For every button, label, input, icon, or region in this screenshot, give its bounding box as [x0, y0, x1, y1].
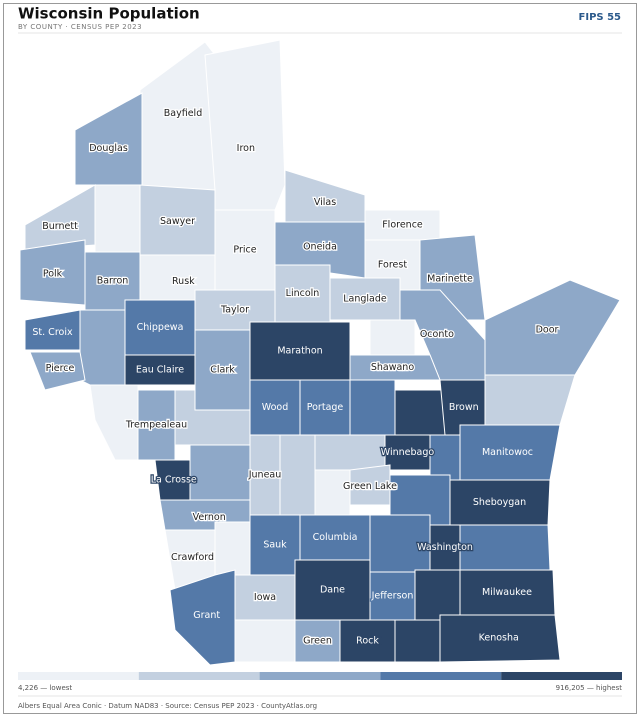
subtitle: BY COUNTY · CENSUS PEP 2023	[18, 23, 142, 31]
county-label: Iowa	[254, 592, 276, 603]
county-label: Kenosha	[479, 633, 519, 644]
county-label: Milwaukee	[482, 587, 532, 598]
county-label: Washington	[417, 542, 473, 553]
county-label: Winnebago	[381, 447, 435, 458]
county-label: Green Lake	[343, 481, 397, 492]
county	[89, 384, 139, 461]
county-label: Florence	[382, 220, 423, 231]
county-label: Jefferson	[371, 591, 414, 602]
county	[189, 444, 251, 501]
county-label: Pierce	[46, 363, 75, 374]
county-label: Marathon	[277, 346, 322, 357]
county-label: Eau Claire	[136, 365, 184, 376]
county-label: Vernon	[193, 512, 226, 523]
county-label: Taylor	[220, 305, 249, 316]
county-label: St. Croix	[32, 327, 73, 338]
county	[439, 614, 561, 663]
county	[279, 434, 316, 516]
legend-swatch	[259, 672, 381, 680]
legend-low: 4,226 — lowest	[18, 684, 72, 692]
county-label: Green	[303, 636, 332, 647]
footer: Albers Equal Area Conic · Datum NAD83 · …	[18, 702, 317, 710]
legend	[18, 672, 622, 680]
county-label: Bayfield	[164, 108, 202, 119]
county	[29, 351, 86, 391]
county-label: Door	[536, 325, 559, 336]
legend-swatch	[18, 672, 139, 680]
county-label: La Crosse	[151, 475, 197, 486]
county	[214, 521, 251, 576]
county-label: Sheboygan	[473, 497, 526, 508]
county-label: Langlade	[343, 294, 387, 305]
fips-badge: FIPS 55	[579, 12, 622, 23]
legend-swatch	[501, 672, 622, 680]
county-label: Oneida	[303, 241, 337, 252]
county	[394, 389, 446, 436]
county-label: Crawford	[171, 552, 214, 563]
county-label: Rusk	[172, 276, 195, 287]
county	[369, 319, 416, 356]
county	[314, 469, 351, 516]
legend-swatch	[138, 672, 260, 680]
county	[94, 184, 141, 256]
county-label: Trempealeau	[125, 420, 187, 431]
county-label: Iron	[237, 143, 255, 154]
county-label: Burnett	[42, 221, 78, 232]
county	[394, 619, 441, 663]
county-label: Chippewa	[137, 322, 184, 333]
county-label: Barron	[97, 276, 129, 287]
legend-high: 916,205 — highest	[556, 684, 623, 692]
county	[414, 569, 461, 621]
county	[429, 434, 461, 481]
frame	[3, 3, 637, 714]
county	[204, 39, 286, 211]
county-label: Shawano	[371, 362, 414, 373]
county	[349, 379, 396, 436]
county	[459, 524, 551, 571]
county-label: Wood	[262, 402, 289, 413]
county-label: Portage	[307, 402, 344, 413]
county	[74, 92, 143, 186]
county-label: Sawyer	[160, 216, 195, 227]
county-label: Manitowoc	[482, 447, 533, 458]
county-labels: Bayfield Douglas Iron Vilas Florence Forest Ma…	[31, 107, 560, 648]
county-label: Price	[233, 245, 256, 256]
county-label: Douglas	[89, 143, 128, 154]
county	[314, 434, 386, 471]
county-label: Clark	[210, 365, 235, 376]
county-label: Oconto	[420, 329, 454, 340]
county-label: Forest	[378, 260, 407, 271]
legend-swatch	[380, 672, 502, 680]
county-label: Dane	[320, 585, 345, 596]
county-label: Rock	[356, 636, 379, 647]
counties	[19, 39, 621, 666]
county	[234, 619, 296, 663]
county-label: Grant	[193, 610, 220, 621]
county	[79, 309, 126, 386]
county-label: Lincoln	[286, 288, 320, 299]
county-label: Sauk	[263, 540, 287, 551]
county-label: Brown	[449, 402, 479, 413]
title: Wisconsin Population	[18, 5, 200, 23]
county-label: Columbia	[313, 532, 358, 543]
county-label: Juneau	[248, 470, 282, 481]
county-label: Marinette	[427, 273, 473, 284]
county-label: Vilas	[314, 197, 336, 208]
county-label: Polk	[43, 268, 63, 279]
county	[484, 374, 576, 426]
